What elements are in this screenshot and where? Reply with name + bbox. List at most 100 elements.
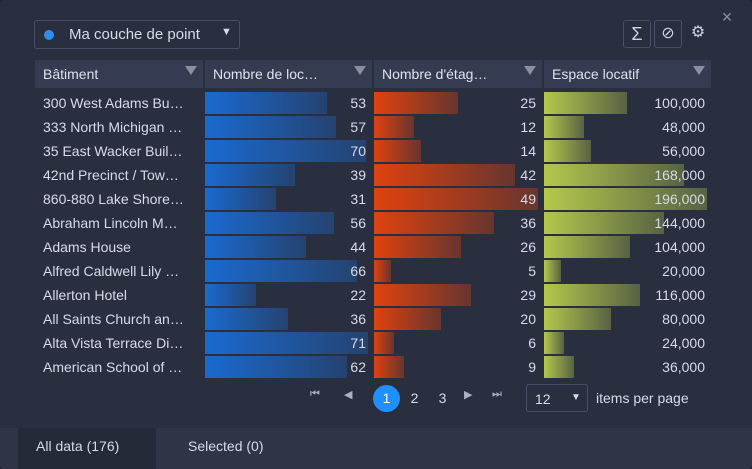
- cell-value: 62: [350, 359, 366, 375]
- cell-value: 5: [528, 263, 536, 279]
- page-button[interactable]: 3: [438, 390, 447, 406]
- data-bar: [374, 140, 421, 162]
- data-bar: [544, 284, 641, 306]
- data-bar: [544, 164, 684, 186]
- layer-name: Ma couche de point: [69, 26, 200, 43]
- data-bar: [374, 356, 405, 378]
- row-name: 333 North Michigan …: [43, 119, 183, 135]
- data-bar: [205, 284, 256, 306]
- cell-value: 36: [350, 311, 366, 327]
- row-name: Adams House: [43, 239, 131, 255]
- layer-dot: [44, 30, 54, 40]
- cell-value: 71: [350, 335, 366, 351]
- prev-page[interactable]: ◀: [344, 389, 353, 401]
- cell-value: 57: [350, 119, 366, 135]
- zoom-button[interactable]: ⊘: [654, 20, 682, 48]
- row-name: All Saints Church an…: [43, 311, 184, 327]
- row-name: Alfred Caldwell Lily …: [43, 263, 180, 279]
- cell-value: 56: [350, 215, 366, 231]
- cell-value: 14: [520, 143, 536, 159]
- cell-value: 56,000: [662, 143, 705, 159]
- data-bar: [544, 356, 574, 378]
- dropdown-arrow: ▼: [571, 392, 581, 403]
- data-bar: [205, 164, 295, 186]
- close-button[interactable]: ×: [721, 7, 733, 27]
- cell-value: 49: [520, 191, 536, 207]
- column-header[interactable]: Bâtiment: [35, 60, 203, 88]
- next-page[interactable]: ▶: [464, 389, 473, 401]
- page-button[interactable]: 1: [373, 385, 400, 412]
- cell-value: 20: [520, 311, 536, 327]
- cell-value: 24,000: [662, 335, 705, 351]
- cell-value: 25: [520, 95, 536, 111]
- row-name: Alta Vista Terrace Di…: [43, 335, 184, 351]
- data-bar: [205, 236, 306, 258]
- data-bar: [544, 308, 611, 330]
- row-name: 35 East Wacker Buil…: [43, 143, 183, 159]
- row-name: American School of …: [43, 359, 183, 375]
- tab-bar: All data (176) Selected (0): [0, 428, 752, 469]
- data-bar: [374, 284, 472, 306]
- filter-icon: [524, 66, 536, 75]
- page-size-label: items per page: [596, 390, 689, 406]
- cell-value: 44: [350, 239, 366, 255]
- settings-button[interactable]: ⚙: [690, 24, 706, 41]
- cell-value: 66: [350, 263, 366, 279]
- data-bar: [205, 332, 368, 354]
- cell-value: 70: [350, 143, 366, 159]
- cell-value: 53: [350, 95, 366, 111]
- row-name: Allerton Hotel: [43, 287, 128, 303]
- data-bar: [544, 92, 628, 114]
- data-bar: [374, 332, 395, 354]
- column-header[interactable]: Nombre d'étag…: [374, 60, 542, 88]
- cell-value: 144,000: [654, 215, 705, 231]
- data-bar: [205, 92, 327, 114]
- layer-dropdown[interactable]: Ma couche de point ▼: [34, 20, 240, 49]
- data-bar: [205, 188, 277, 210]
- cell-value: 100,000: [654, 95, 705, 111]
- row-name: Abraham Lincoln M…: [43, 215, 178, 231]
- tab-label[interactable]: Selected (0): [188, 438, 264, 454]
- cell-value: 39: [350, 167, 366, 183]
- cell-value: 31: [350, 191, 366, 207]
- column-header[interactable]: Espace locatif: [544, 60, 711, 88]
- data-bar: [544, 188, 707, 210]
- page-button[interactable]: 2: [410, 390, 419, 406]
- cell-value: 36: [520, 215, 536, 231]
- data-bar: [205, 116, 336, 138]
- table: Bâtiment Nombre de loc… Nombre d'étag… Espa…: [35, 60, 711, 378]
- data-bar: [374, 236, 462, 258]
- cell-value: 20,000: [662, 263, 705, 279]
- cell-value: 168,000: [654, 167, 705, 183]
- row-name: 860-880 Lake Shore…: [43, 191, 184, 207]
- cell-value: 29: [520, 287, 536, 303]
- filter-icon: [354, 66, 366, 75]
- data-bar: [544, 260, 561, 282]
- cell-value: 42: [520, 167, 536, 183]
- data-bar: [205, 212, 334, 234]
- dropdown-arrow: ▼: [221, 26, 232, 38]
- data-bar: [374, 260, 391, 282]
- filter-icon: [185, 66, 197, 75]
- last-page[interactable]: ⏭: [492, 388, 502, 400]
- cell-value: 12: [520, 119, 536, 135]
- data-bar: [374, 308, 441, 330]
- cell-value: 22: [350, 287, 366, 303]
- filter-icon: [693, 66, 705, 75]
- first-page[interactable]: ⏮: [310, 388, 320, 400]
- data-bar: [544, 332, 564, 354]
- statistics-button[interactable]: Σ: [623, 20, 651, 48]
- tab-active[interactable]: All data (176): [18, 428, 156, 469]
- page-size: 12: [535, 391, 551, 407]
- cell-value: 26: [520, 239, 536, 255]
- data-bar: [374, 164, 515, 186]
- data-bar: [544, 212, 664, 234]
- data-bar: [205, 140, 366, 162]
- cell-value: 9: [528, 359, 536, 375]
- data-bar: [544, 140, 591, 162]
- data-bar: [374, 92, 458, 114]
- page-size-select[interactable]: 12 ▼: [526, 384, 588, 412]
- cell-value: 36,000: [662, 359, 705, 375]
- column-header[interactable]: Nombre de loc…: [205, 60, 372, 88]
